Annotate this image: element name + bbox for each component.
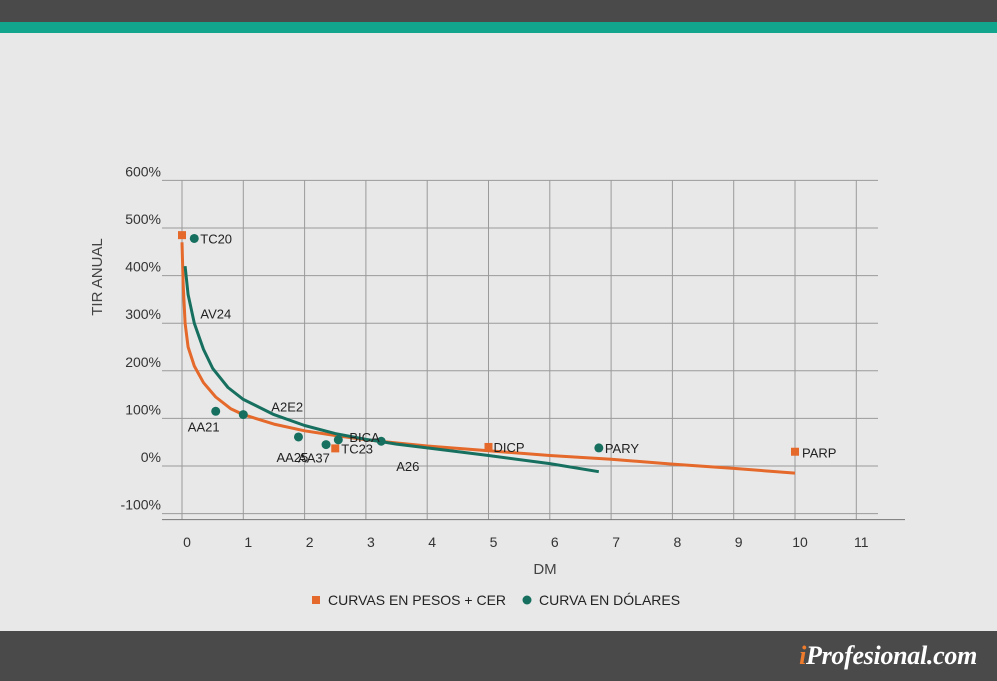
circle-marker xyxy=(594,443,604,453)
point-label: TC23 xyxy=(341,441,373,456)
point-label: AA21 xyxy=(188,419,220,434)
x-tick-label: 2 xyxy=(306,534,314,550)
brand-logo-name: Profesional.com xyxy=(806,641,977,670)
x-axis-ticks: 0 1 2 3 4 5 6 7 8 9 10 11 xyxy=(183,534,869,550)
circle-marker xyxy=(321,440,331,450)
brand-logo: iProfesional.com xyxy=(799,641,977,671)
circle-marker xyxy=(293,432,303,442)
bond-yield-chart: -100% 0% 100% 200% 300% 400% 500% 600% 0 1 2 3 4 5 6 7… xyxy=(89,163,905,608)
square-marker xyxy=(178,231,186,240)
y-tick-label: 600% xyxy=(125,163,161,179)
y-tick-label: 200% xyxy=(125,354,161,370)
y-tick-label: 0% xyxy=(141,449,161,465)
footer-bar: iProfesional.com xyxy=(0,631,997,681)
brand-logo-prefix: i xyxy=(799,641,806,670)
y-tick-label: 400% xyxy=(125,259,161,275)
x-tick-label: 3 xyxy=(367,534,375,550)
point-label: TC20 xyxy=(200,231,232,246)
x-tick-label: 8 xyxy=(674,534,682,550)
legend-label: CURVAS EN PESOS + CER xyxy=(328,592,506,608)
y-tick-label: 100% xyxy=(125,401,161,417)
legend-circle-marker xyxy=(522,595,532,605)
x-tick-label: 6 xyxy=(551,534,559,550)
point-label: A26 xyxy=(396,459,419,474)
point-label: A2E2 xyxy=(271,400,303,415)
x-tick-label: 9 xyxy=(735,534,743,550)
chart-legend: CURVAS EN PESOS + CER CURVA EN DÓLARES xyxy=(312,592,680,608)
y-axis-title: TIR ANUAL xyxy=(89,238,106,316)
circle-marker xyxy=(238,410,248,420)
y-tick-label: -100% xyxy=(121,497,161,513)
chart-grid xyxy=(162,179,905,521)
trend-line xyxy=(180,242,796,475)
legend-square-marker xyxy=(312,596,320,604)
x-tick-label: 4 xyxy=(428,534,436,550)
trend-line xyxy=(183,265,600,474)
circle-marker xyxy=(211,406,221,416)
x-tick-label: 11 xyxy=(854,534,869,550)
x-tick-label: 7 xyxy=(612,534,620,550)
y-axis-ticks: -100% 0% 100% 200% 300% 400% 500% 600% xyxy=(121,163,161,512)
circle-marker xyxy=(189,233,199,243)
point-label: AV24 xyxy=(200,306,231,321)
point-label: PARY xyxy=(605,441,640,456)
square-marker xyxy=(484,442,493,451)
y-tick-label: 500% xyxy=(125,211,161,227)
y-tick-label: 300% xyxy=(125,306,161,322)
circle-marker xyxy=(333,435,343,445)
point-label: BICA xyxy=(349,430,380,445)
x-tick-label: 10 xyxy=(792,534,808,550)
data-points xyxy=(178,231,799,456)
circle-marker xyxy=(376,436,386,446)
square-marker xyxy=(331,444,340,453)
square-marker xyxy=(791,447,799,456)
x-tick-label: 0 xyxy=(183,534,191,550)
accent-stripe xyxy=(0,22,997,33)
point-label: AA25 xyxy=(276,450,308,465)
legend-label: CURVA EN DÓLARES xyxy=(539,592,680,608)
x-tick-label: 5 xyxy=(490,534,498,550)
x-tick-label: 1 xyxy=(244,534,252,550)
point-label: DICP xyxy=(494,440,525,455)
point-label: AA37 xyxy=(298,451,330,466)
point-label: PARP xyxy=(802,446,836,461)
trend-lines xyxy=(180,242,796,475)
x-axis-title: DM xyxy=(533,561,556,578)
top-bar xyxy=(0,0,997,22)
